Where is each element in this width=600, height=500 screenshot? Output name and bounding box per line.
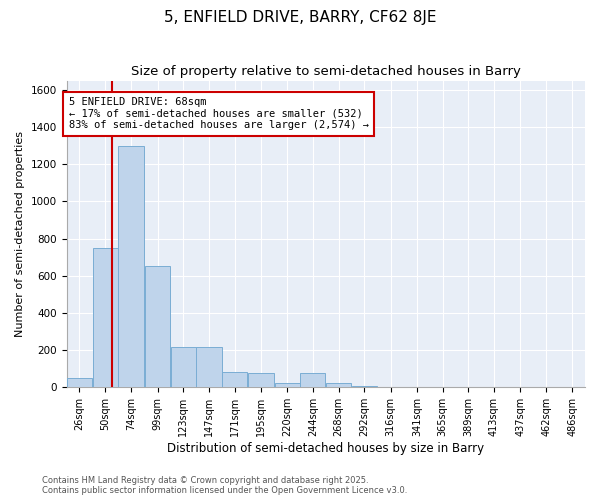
Text: Contains HM Land Registry data © Crown copyright and database right 2025.
Contai: Contains HM Land Registry data © Crown c…	[42, 476, 407, 495]
Bar	[326, 382, 351, 388]
Bar	[171, 348, 196, 388]
Title: Size of property relative to semi-detached houses in Barry: Size of property relative to semi-detach…	[131, 65, 521, 78]
Text: 5, ENFIELD DRIVE, BARRY, CF62 8JE: 5, ENFIELD DRIVE, BARRY, CF62 8JE	[164, 10, 436, 25]
Bar	[248, 374, 274, 388]
Bar	[196, 348, 221, 388]
Text: 5 ENFIELD DRIVE: 68sqm
← 17% of semi-detached houses are smaller (532)
83% of se: 5 ENFIELD DRIVE: 68sqm ← 17% of semi-det…	[68, 98, 368, 130]
Bar	[275, 382, 300, 388]
Bar	[222, 372, 247, 388]
Bar	[352, 386, 377, 388]
Bar	[92, 248, 118, 388]
Y-axis label: Number of semi-detached properties: Number of semi-detached properties	[15, 131, 25, 337]
Bar	[145, 266, 170, 388]
Bar	[67, 378, 92, 388]
Bar	[301, 374, 325, 388]
X-axis label: Distribution of semi-detached houses by size in Barry: Distribution of semi-detached houses by …	[167, 442, 484, 455]
Bar	[118, 146, 145, 388]
